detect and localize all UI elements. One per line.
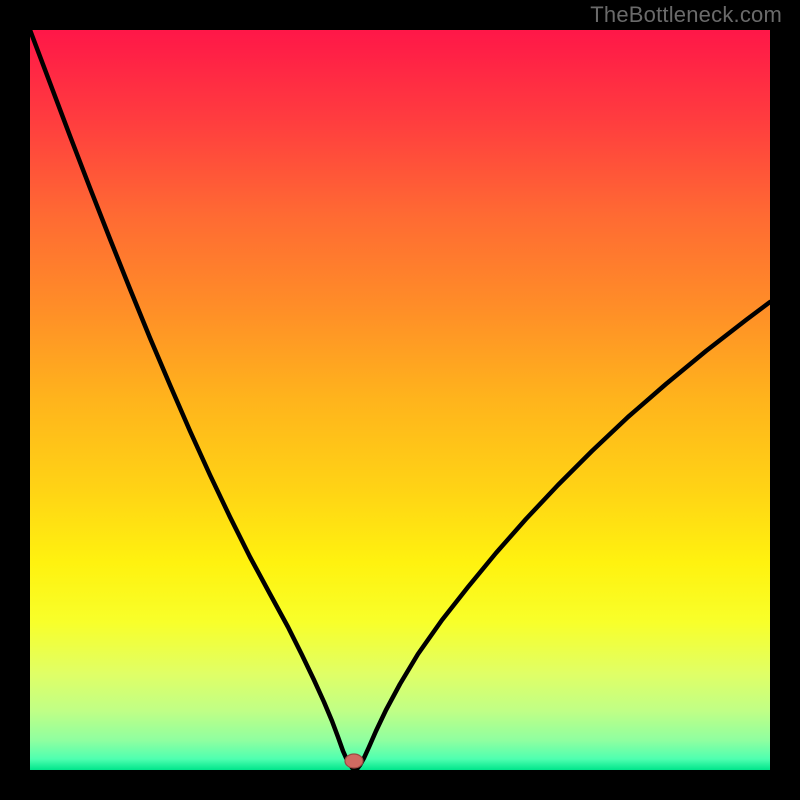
minimum-marker: [345, 754, 363, 768]
gradient-background: [30, 30, 770, 770]
plot-area: [30, 30, 770, 770]
chart-svg: [30, 30, 770, 770]
watermark-text: TheBottleneck.com: [590, 2, 782, 28]
chart-frame: TheBottleneck.com: [0, 0, 800, 800]
